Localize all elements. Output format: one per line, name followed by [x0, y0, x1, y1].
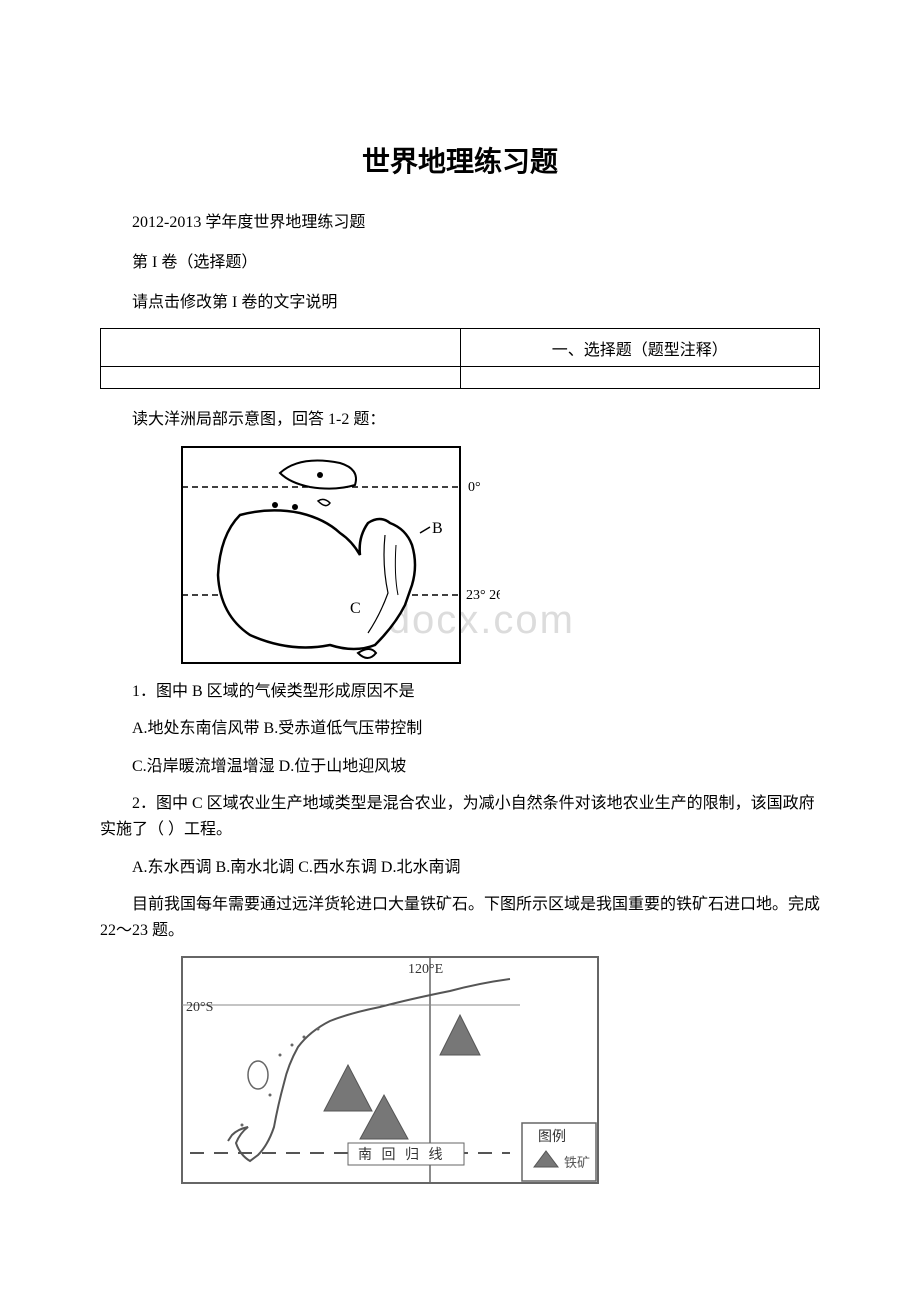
section-label: 第 I 卷（选择题）: [100, 248, 820, 272]
question-3-intro: 目前我国每年需要通过远洋货轮进口大量铁矿石。下图所示区域是我国重要的铁矿石进口地…: [100, 892, 820, 943]
document-content: 世界地理练习题 2012-2013 学年度世界地理练习题 第 I 卷（选择题） …: [100, 140, 820, 1185]
instruction-text: 请点击修改第 I 卷的文字说明: [100, 288, 820, 312]
lat-label: 20°S: [186, 1000, 213, 1015]
table-header-cell: 一、选择题（题型注释）: [460, 329, 820, 367]
section-table: 一、选择题（题型注释）: [100, 328, 820, 389]
svg-text:C: C: [350, 600, 361, 617]
page-title: 世界地理练习题: [100, 140, 820, 180]
map-1-container: B C 0° 23° 26′: [180, 445, 820, 665]
tropic-text: 南 回 归 线: [358, 1146, 446, 1163]
map-2-container: 120°E 20°S 南 回 归 线 图例: [180, 955, 820, 1185]
tropic-label: 23° 26′: [466, 588, 500, 603]
svg-text:B: B: [432, 520, 443, 537]
question-1-options-a: A.地处东南信风带 B.受赤道低气压带控制: [100, 716, 820, 742]
question-1-options-b: C.沿岸暖流增温增湿 D.位于山地迎风坡: [100, 754, 820, 780]
legend-title: 图例: [538, 1129, 566, 1145]
question-2-text: 2．图中 C 区域农业生产地域类型是混合农业，为减小自然条件对该地农业生产的限制…: [100, 791, 820, 842]
question-intro-1: 读大洋洲局部示意图，回答 1-2 题：: [100, 407, 820, 433]
table-cell-empty: [101, 367, 461, 389]
equator-label: 0°: [468, 480, 481, 495]
table-cell-empty: [101, 329, 461, 367]
australia-iron-map-svg: 120°E 20°S 南 回 归 线 图例: [180, 955, 600, 1185]
question-2-options: A.东水西调 B.南水北调 C.西水东调 D.北水南调: [100, 855, 820, 881]
lon-label: 120°E: [408, 962, 443, 977]
subtitle-text: 2012-2013 学年度世界地理练习题: [100, 208, 820, 232]
table-cell-empty: [460, 367, 820, 389]
legend-item: 铁矿: [564, 1155, 590, 1170]
question-1-text: 1．图中 B 区域的气候类型形成原因不是: [100, 679, 820, 705]
oceania-map-svg: B C 0° 23° 26′: [180, 445, 500, 665]
